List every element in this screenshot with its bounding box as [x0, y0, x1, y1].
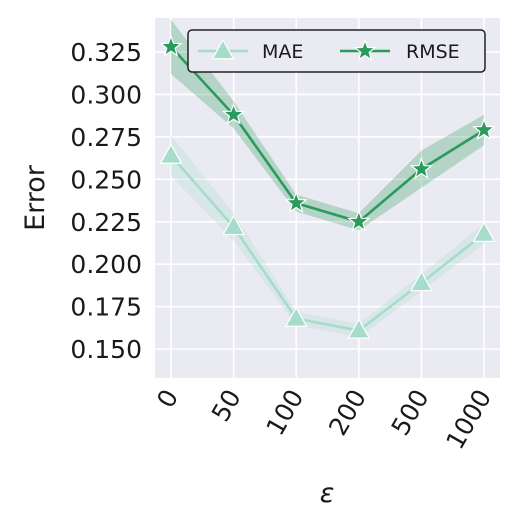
point-mae	[409, 270, 433, 292]
y-tick-label: 0.325	[70, 38, 142, 67]
legend-marker-mae	[211, 38, 235, 60]
legend-label-rmse: RMSE	[406, 41, 460, 63]
y-tick-labels: 0.150 0.175 0.200 0.225 0.250 0.275 0.300 0.325	[70, 38, 142, 364]
y-tick-label: 0.275	[70, 123, 142, 152]
y-tick-label: 0.150	[70, 335, 142, 364]
point-rmse	[284, 190, 308, 213]
x-tick-label: 50	[206, 385, 247, 427]
legend-box	[187, 29, 486, 73]
x-axis-label: ε	[320, 478, 335, 509]
line-mae	[170, 154, 485, 332]
point-mae	[159, 143, 183, 164]
confidence-bands	[171, 19, 484, 338]
point-rmse	[472, 117, 496, 140]
legend-marker-rmse	[353, 38, 377, 61]
plot-background	[155, 18, 500, 378]
series-lines	[170, 46, 485, 332]
point-rmse	[221, 102, 246, 125]
point-rmse	[159, 34, 183, 57]
point-mae	[347, 318, 371, 339]
y-axis-label: Error	[20, 164, 51, 231]
y-tick-label: 0.300	[70, 80, 142, 109]
point-mae	[222, 214, 246, 236]
band-rmse	[171, 19, 484, 231]
y-tick-label: 0.250	[70, 165, 142, 194]
point-mae	[284, 306, 308, 327]
y-tick-label: 0.175	[70, 293, 142, 322]
x-tick-label: 0	[151, 385, 184, 413]
y-tick-label: 0.200	[70, 250, 142, 279]
series-markers	[159, 34, 496, 339]
x-tick-label: 1000	[440, 385, 497, 455]
y-tick-label: 0.225	[70, 208, 142, 237]
band-mae	[171, 135, 484, 338]
x-tick-labels: 0 50 100 200 500 1000	[151, 385, 497, 455]
legend-label-mae: MAE	[262, 41, 303, 63]
point-mae	[472, 221, 496, 242]
point-rmse	[409, 156, 434, 180]
x-tick-label: 200	[323, 385, 372, 441]
legend: MAE RMSE	[187, 29, 486, 73]
x-tick-label: 500	[386, 385, 435, 441]
point-rmse	[347, 209, 371, 232]
x-tick-label: 100	[260, 385, 309, 441]
line-rmse	[170, 46, 485, 224]
